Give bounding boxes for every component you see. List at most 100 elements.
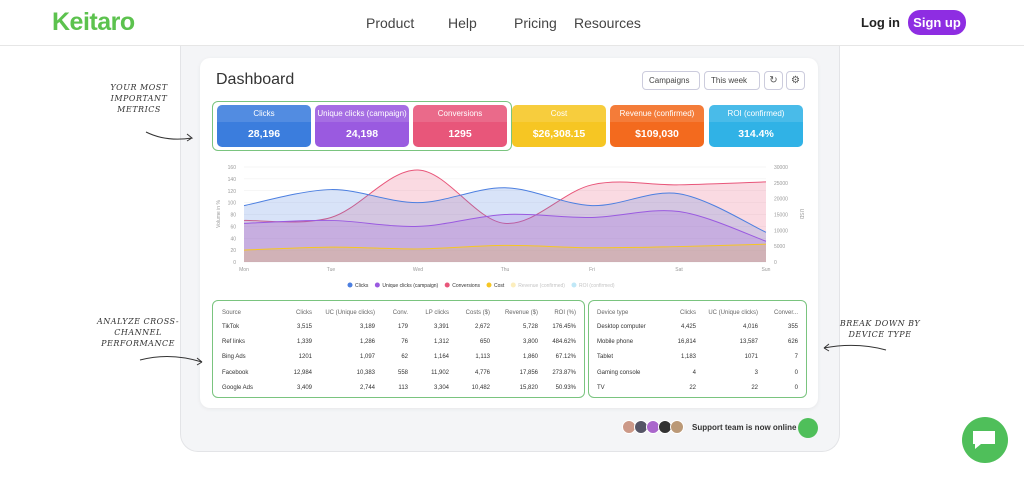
table-header: ROI (%) [554,310,576,316]
legend-label: ROI (confirmed) [579,283,615,289]
area [244,210,766,262]
metric-label: Revenue (confirmed) [610,105,704,122]
login[interactable]: Log in [861,15,900,30]
table-cell: 3 [754,369,758,376]
table-cell: 1,164 [433,354,449,361]
metric-label: ROI (confirmed) [709,105,803,122]
nav-link[interactable]: Help [448,15,477,31]
table-cell: 113 [398,384,408,391]
metric-value: 24,198 [345,128,379,140]
table-header: Conver... [773,310,798,316]
metric-card[interactable]: Revenue (confirmed) $109,030 [610,105,704,147]
table-cell: 1,312 [433,339,449,346]
nav-link[interactable]: Pricing [514,15,557,31]
metric-label: Cost [512,105,606,122]
area [244,244,766,262]
metric-label: Unique clicks (campaign) [315,105,409,122]
table-cell: Desktop computer [597,324,646,330]
table-cell: 176.45% [552,324,576,330]
table-cell: 4 [692,369,696,376]
table-header: Clicks [296,310,312,316]
table-header: Revenue ($) [504,310,538,316]
table-cell: 67.12% [555,354,576,361]
table-cell: 10,383 [356,369,375,376]
metric-card[interactable]: Conversions 1295 [413,105,507,147]
table-cell: 3,189 [359,324,375,330]
table-cell: Mobile phone [597,339,634,346]
metric-card[interactable]: ROI (confirmed) 314.4% [709,105,803,147]
dropdown[interactable]: This week [704,71,760,90]
table-cell: 1,113 [475,354,490,361]
legend-label: Conversions [452,283,480,289]
legend-swatch [571,282,577,288]
table-cell: 4,425 [680,324,696,330]
line [243,187,767,233]
x-tick-label: Sat [675,267,683,273]
area [244,169,766,262]
signup-button[interactable]: Sign up [908,10,966,35]
table-cell: 4,016 [742,324,758,330]
nav-bar [0,0,1024,46]
table-cell: 558 [397,369,408,376]
table-cell: Ref links [222,339,246,346]
table-cell: 50.93% [555,384,576,391]
metric-value: 314.4% [738,128,774,140]
table-header: LP clicks [425,310,449,316]
legend-swatch [444,282,450,288]
metric-value: 1295 [448,128,472,140]
table-cell: 484.62% [552,339,576,346]
table-cell: 10,482 [471,384,490,391]
table-cell: 179 [397,324,408,330]
table-cell: 3,515 [296,324,312,330]
table-cell: 62 [401,354,408,361]
table-cell: 3,391 [433,324,449,330]
legend-swatch [510,282,516,288]
x-tick-label: Mon [239,267,249,273]
table-header: Conv. [392,310,408,316]
settings-button[interactable]: ⚙ [786,71,805,90]
y-tick-label: 160 [228,165,237,171]
legend-swatch [347,282,353,288]
legend-swatch [374,282,380,288]
table-cell: 4,776 [474,369,490,376]
line [243,210,767,242]
y2-tick-label: 10000 [774,228,788,234]
y2-axis-label: USD [798,209,804,220]
support-icon[interactable] [798,418,818,438]
nav-link[interactable]: Product [366,15,415,31]
logo[interactable]: Keitaro [52,8,135,36]
y-tick-label: 120 [228,189,237,195]
refresh-button[interactable]: ↻ [764,71,783,90]
y2-tick-label: 20000 [774,197,788,203]
metric-label: Conversions [413,105,507,122]
metric-value: $109,030 [635,128,679,140]
table-cell: 11,902 [431,369,449,376]
table-cell: 3,409 [296,384,312,391]
area [244,187,766,262]
table-cell: 355 [787,324,798,330]
table-header: Device type [597,310,629,316]
metric-value: $26,308.15 [532,128,586,140]
x-tick-label: Thu [501,267,510,273]
y-tick-label: 60 [230,224,236,230]
table-cell: Google Ads [222,384,254,391]
metric-card[interactable]: Clicks 28,196 [217,105,311,147]
dropdown[interactable]: Campaigns [642,71,700,90]
line [243,169,767,224]
table-cell: Bing Ads [222,354,246,361]
legend-label: Cost [494,283,505,289]
metric-card[interactable]: Unique clicks (campaign) 24,198 [315,105,409,147]
metric-card[interactable]: Cost $26,308.15 [512,105,606,147]
chat-icon [973,431,995,449]
arrow [823,343,887,352]
y-tick-label: 80 [230,213,236,219]
table-cell: 1,286 [359,339,375,346]
table-cell: 13,587 [739,339,758,346]
nav-link[interactable]: Resources [574,15,641,31]
table-header: Source [222,310,242,316]
table-cell: TV [597,384,605,391]
table-cell: TikTok [222,324,240,330]
sources-table-frame [212,300,585,398]
